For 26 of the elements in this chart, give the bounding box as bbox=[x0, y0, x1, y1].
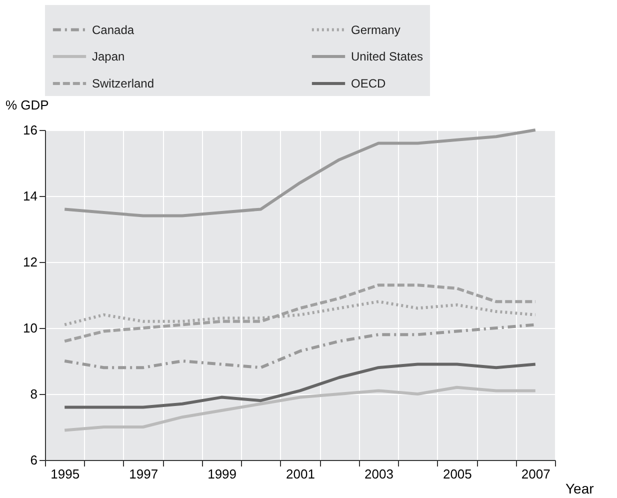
y-tick-label: 8 bbox=[30, 386, 38, 402]
x-tick-label: 1999 bbox=[208, 466, 236, 482]
line-series bbox=[63, 128, 537, 218]
legend-label: Germany bbox=[351, 22, 400, 37]
line-series bbox=[63, 362, 537, 409]
x-tick-label: 2005 bbox=[442, 466, 472, 482]
y-tick-label: 14 bbox=[23, 188, 38, 204]
legend-label: United States bbox=[351, 50, 424, 64]
x-tick-label: 1995 bbox=[50, 466, 80, 482]
x-axis-title: Year bbox=[566, 480, 594, 496]
legend-label: Canada bbox=[92, 22, 134, 37]
line-series bbox=[63, 284, 537, 343]
x-tick-label: 2007 bbox=[521, 466, 550, 482]
y-tick-label: 6 bbox=[30, 452, 38, 468]
x-tick-label: 2001 bbox=[286, 466, 315, 482]
x-tick-label: 1997 bbox=[129, 466, 158, 482]
y-axis-title: % GDP bbox=[6, 98, 49, 112]
y-tick-label: 12 bbox=[23, 254, 38, 270]
y-tick-label: 16 bbox=[23, 122, 38, 138]
x-tick-label: 2003 bbox=[364, 466, 394, 482]
line-series bbox=[63, 323, 537, 370]
y-tick-label: 10 bbox=[23, 320, 38, 336]
legend-label: Japan bbox=[92, 50, 125, 64]
legend-label: Switzerland bbox=[92, 76, 154, 90]
legend-label: OECD bbox=[351, 76, 386, 90]
line-series bbox=[63, 386, 537, 432]
